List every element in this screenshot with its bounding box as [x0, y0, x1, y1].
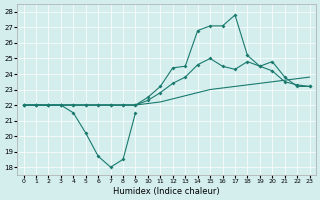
X-axis label: Humidex (Indice chaleur): Humidex (Indice chaleur) [113, 187, 220, 196]
